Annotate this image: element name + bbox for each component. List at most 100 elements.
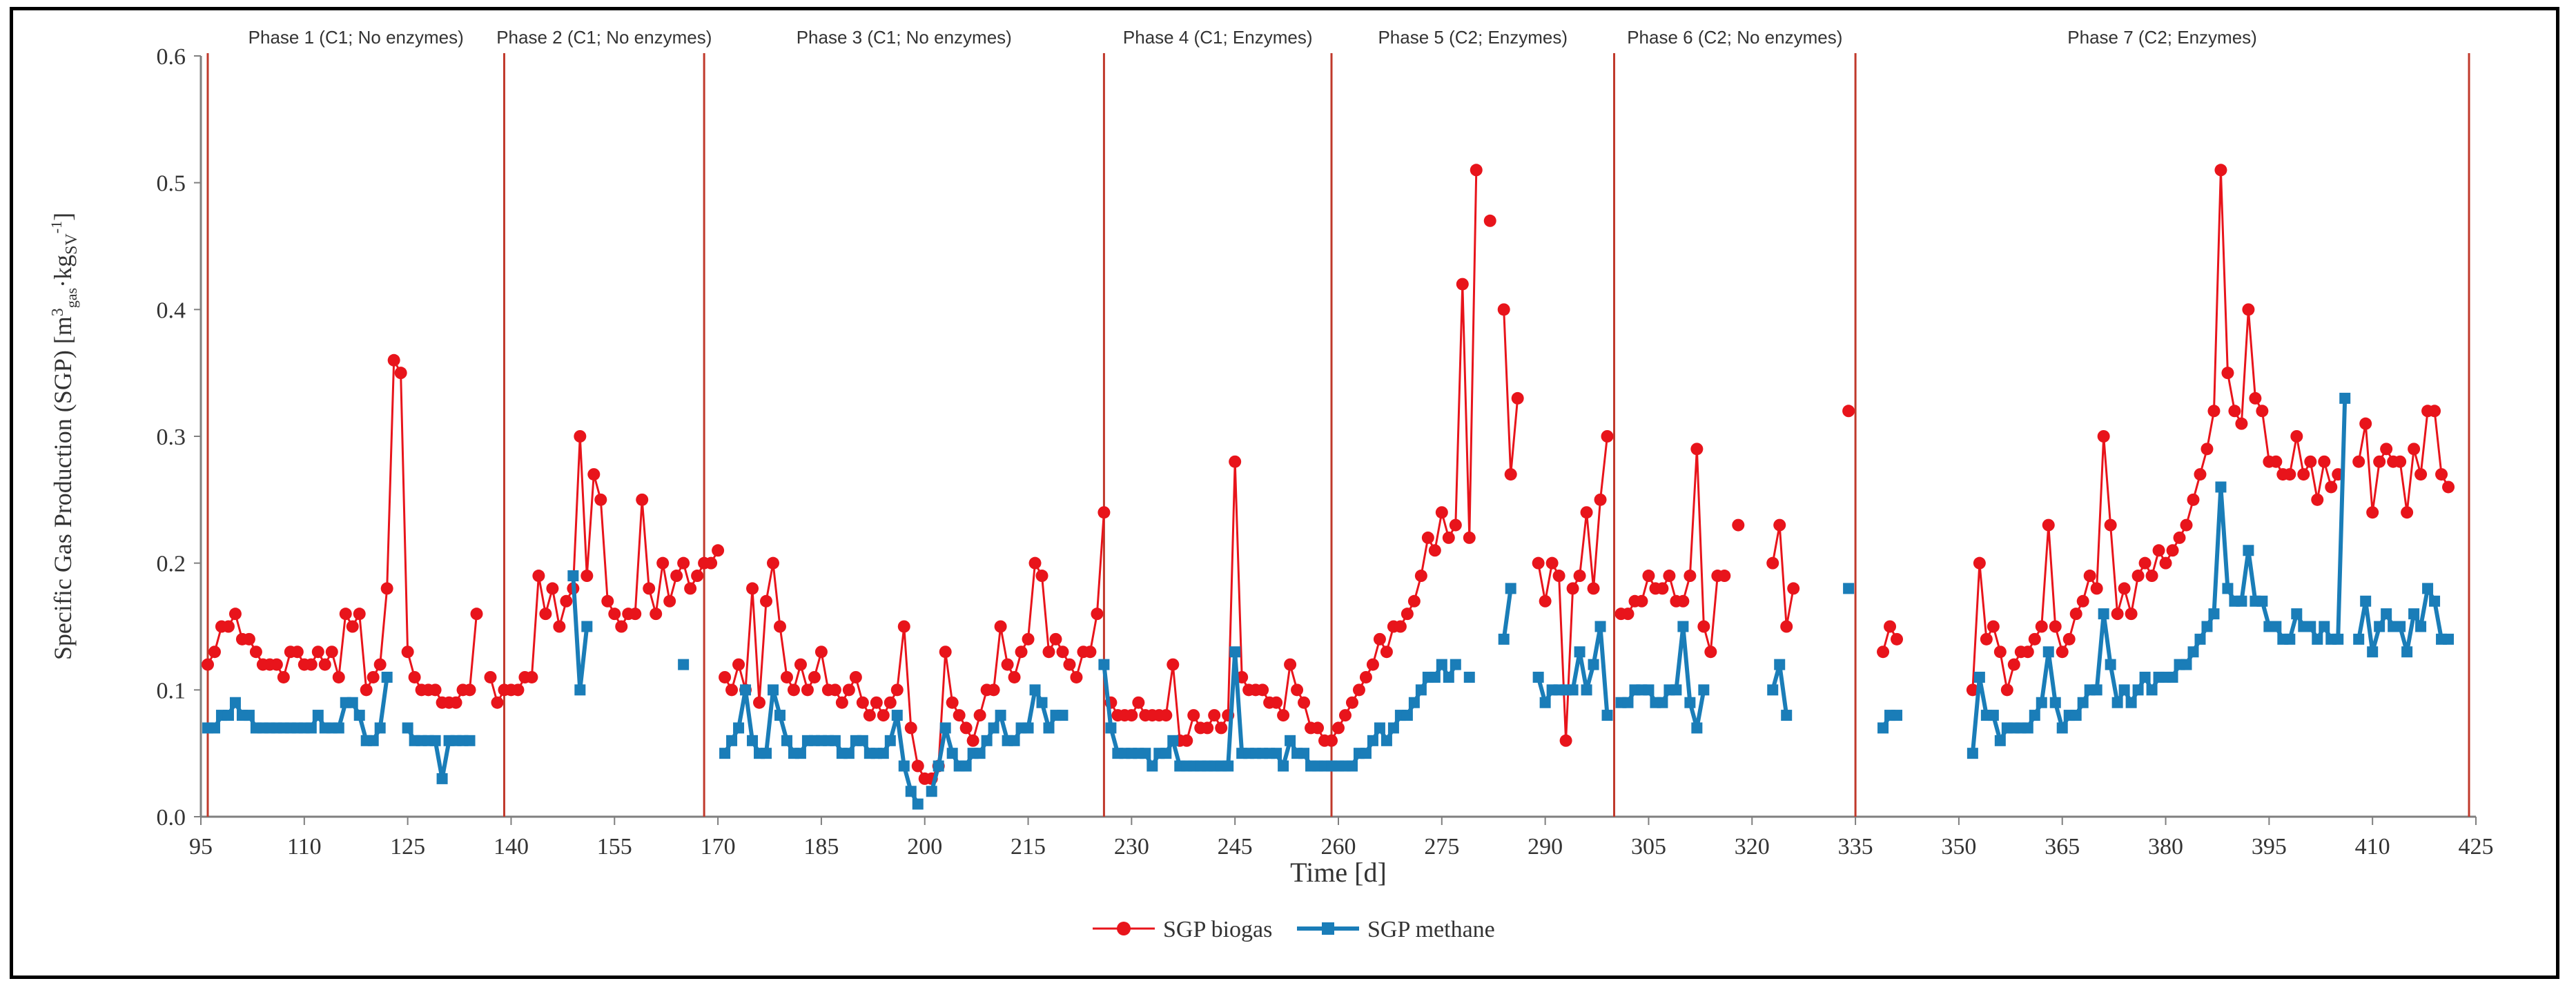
data-point-biogas <box>959 721 973 735</box>
data-point-biogas <box>1229 455 1242 468</box>
data-point-biogas <box>1732 518 1745 532</box>
data-point-biogas <box>890 683 904 697</box>
data-point-biogas <box>367 670 380 683</box>
data-point-methane <box>1105 722 1117 734</box>
series-line <box>1621 447 1725 653</box>
data-point-methane <box>2208 608 2220 620</box>
x-tick-label: 290 <box>1528 834 1563 860</box>
data-point-biogas <box>1580 506 1593 519</box>
data-point-biogas <box>2118 582 2131 595</box>
data-point-biogas <box>1332 721 1345 735</box>
data-point-methane <box>2284 633 2296 645</box>
data-point-biogas <box>339 608 352 621</box>
data-point-biogas <box>228 608 242 621</box>
data-point-biogas <box>1201 721 1214 735</box>
data-point-methane <box>347 697 358 708</box>
data-point-methane <box>305 722 317 734</box>
x-tick-label: 365 <box>2045 834 2080 860</box>
data-point-biogas <box>1690 443 1704 456</box>
data-point-methane <box>353 710 365 721</box>
chart-frame: Phase 1 (C1; No enzymes) Phase 2 (C1; No … <box>10 7 2559 979</box>
data-point-methane <box>2132 684 2144 696</box>
data-point-biogas <box>408 670 421 683</box>
x-tick-label: 410 <box>2355 834 2390 860</box>
data-point-methane <box>374 722 386 734</box>
data-point-biogas <box>2194 468 2207 481</box>
data-point-biogas <box>1980 632 1993 646</box>
data-point-biogas <box>373 658 387 671</box>
y-tick-label: 0.3 <box>157 425 186 450</box>
data-point-biogas <box>994 620 1007 633</box>
data-point-biogas <box>2373 455 2386 468</box>
data-point-biogas <box>1125 709 1138 722</box>
data-point-methane <box>1367 735 1378 746</box>
x-tick-label: 170 <box>701 834 736 860</box>
data-point-biogas <box>1973 556 1986 570</box>
data-point-methane <box>574 684 586 696</box>
data-point-methane <box>2056 722 2068 734</box>
data-point-methane <box>1677 621 1689 632</box>
data-point-biogas <box>2007 658 2020 671</box>
y-axis-label: Specific Gas Production (SGP) [m3gas·kgS… <box>48 213 81 660</box>
data-point-biogas <box>222 620 235 633</box>
data-point-biogas <box>856 696 869 709</box>
data-point-methane <box>946 748 958 759</box>
data-point-biogas <box>1884 620 1897 633</box>
phase-label: Phase 3 (C1; No enzymes) <box>797 27 1012 48</box>
data-point-methane <box>1387 722 1399 734</box>
data-point-biogas <box>808 670 821 683</box>
data-point-biogas <box>1663 570 1676 583</box>
data-point-methane <box>2422 583 2434 594</box>
data-point-methane <box>1222 760 1234 772</box>
data-point-biogas <box>2401 506 2414 519</box>
data-point-methane <box>1057 710 1069 721</box>
phase-label: Phase 2 (C1; No enzymes) <box>496 27 712 48</box>
data-point-biogas <box>1449 518 1462 532</box>
data-point-biogas <box>1635 594 1648 608</box>
y-tick-label: 0.6 <box>157 44 186 70</box>
data-point-biogas <box>801 683 814 697</box>
data-point-methane <box>2105 659 2116 670</box>
data-point-methane <box>2098 608 2109 620</box>
data-point-methane <box>229 697 241 708</box>
data-point-methane <box>974 748 986 759</box>
data-point-biogas <box>1697 620 1710 633</box>
data-point-methane <box>726 735 738 746</box>
data-point-biogas <box>1084 646 1097 659</box>
data-point-biogas <box>650 608 663 621</box>
data-point-methane <box>1463 671 1475 683</box>
data-point-biogas <box>835 696 848 709</box>
data-point-biogas <box>491 696 504 709</box>
data-point-biogas <box>719 670 732 683</box>
data-point-biogas <box>270 658 283 671</box>
data-point-biogas <box>870 696 883 709</box>
data-point-biogas <box>2366 506 2379 519</box>
data-point-biogas <box>1215 721 1228 735</box>
data-point-methane <box>2408 608 2420 620</box>
data-point-biogas <box>1545 556 1559 570</box>
data-point-biogas <box>1601 430 1614 443</box>
data-point-biogas <box>2000 683 2013 697</box>
data-point-methane <box>1415 684 1427 696</box>
data-point-biogas <box>1504 468 1517 481</box>
data-point-methane <box>843 748 855 759</box>
x-tick-label: 305 <box>1631 834 1666 860</box>
data-point-methane <box>1698 684 1710 696</box>
data-point-biogas <box>1532 556 1545 570</box>
data-point-methane <box>2415 621 2427 632</box>
data-point-biogas <box>2290 430 2303 443</box>
data-point-methane <box>2443 633 2455 645</box>
y-tick-label: 0.4 <box>157 298 186 323</box>
phase-label: Phase 7 (C2; Enzymes) <box>2067 27 2257 48</box>
data-point-biogas <box>1511 391 1524 405</box>
data-point-methane <box>857 735 868 746</box>
data-point-biogas <box>705 556 718 570</box>
data-point-methane <box>1285 735 1296 746</box>
data-point-biogas <box>1656 582 1669 595</box>
data-point-biogas <box>1097 506 1111 519</box>
data-point-methane <box>719 748 731 759</box>
data-point-biogas <box>1208 709 1221 722</box>
data-point-biogas <box>1394 620 1407 633</box>
data-point-biogas <box>1028 556 1042 570</box>
data-point-biogas <box>2283 468 2296 481</box>
